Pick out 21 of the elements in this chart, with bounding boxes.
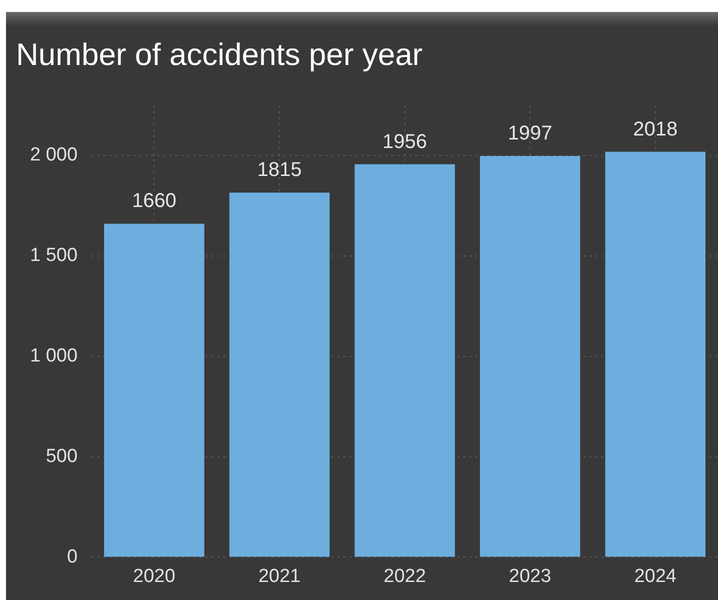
bar: [354, 164, 455, 557]
y-tick-label: 2 000: [30, 144, 78, 166]
data-label: 1660: [132, 190, 176, 212]
bar: [605, 152, 706, 557]
x-tick-label: 2021: [258, 566, 301, 587]
bar: [480, 156, 580, 557]
y-tick-label: 1 000: [30, 346, 78, 367]
x-tick-label: 2023: [508, 566, 552, 587]
x-tick-label: 2022: [384, 566, 426, 587]
data-label: 2018: [633, 118, 678, 140]
y-tick-label: 0: [66, 546, 78, 568]
chart-title: Number of accidents per year: [16, 37, 423, 72]
x-tick-label: 2020: [133, 566, 176, 587]
y-tick-label: 1 500: [30, 245, 78, 266]
bar: [229, 192, 330, 557]
data-label: 1815: [257, 159, 302, 182]
y-tick-label: 500: [46, 446, 78, 467]
x-tick-label: 2024: [634, 566, 677, 587]
data-label: 1956: [382, 130, 428, 153]
data-label: 1997: [508, 122, 552, 145]
bar: [104, 224, 204, 557]
